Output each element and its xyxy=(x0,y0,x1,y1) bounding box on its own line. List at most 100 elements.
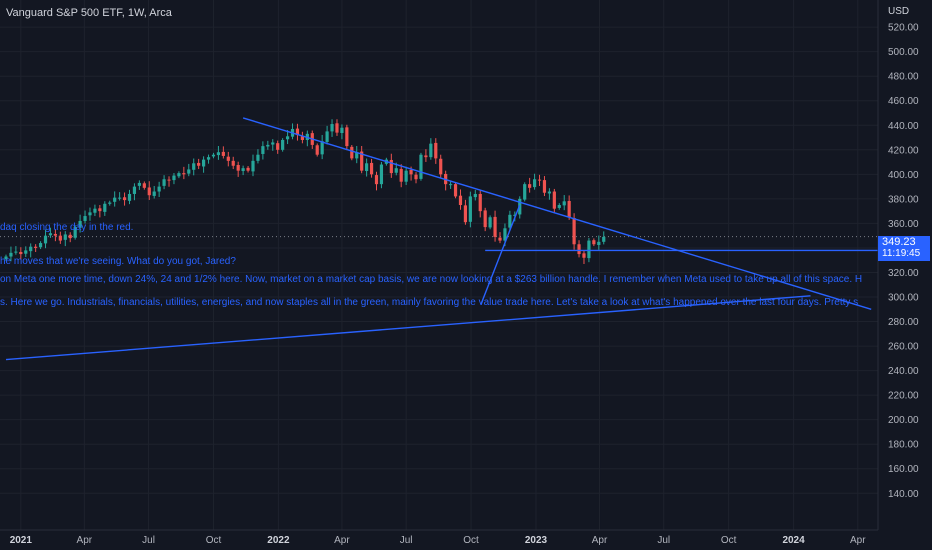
candle-body xyxy=(537,179,542,181)
trend-line-drawings[interactable] xyxy=(5,117,915,361)
price-tick-label: 320.00 xyxy=(888,268,919,279)
candle-body xyxy=(53,233,57,236)
candle-body xyxy=(19,251,23,255)
candle-body xyxy=(182,173,186,175)
candle-body xyxy=(29,246,33,252)
candle-body xyxy=(271,142,275,145)
candle-body xyxy=(4,256,8,259)
candle-body xyxy=(429,143,433,158)
candle-body xyxy=(513,214,517,216)
candle-body xyxy=(414,174,418,180)
candle-body xyxy=(281,139,285,150)
candle-body xyxy=(14,251,18,253)
candle-body xyxy=(108,202,112,204)
candle-body xyxy=(424,155,428,158)
candle-body xyxy=(137,182,141,186)
last-price-tag: 349.23 11:19:45 xyxy=(878,236,930,261)
candle-body xyxy=(483,210,487,228)
candle-body xyxy=(177,173,181,177)
time-tick-label: Jul xyxy=(142,535,155,546)
candle-body xyxy=(142,183,146,188)
price-tick-label: 380.00 xyxy=(888,194,919,205)
candle-body xyxy=(557,205,561,208)
time-tick-label: Jul xyxy=(400,535,413,546)
price-tick-label: 400.00 xyxy=(888,170,919,181)
candle-body xyxy=(43,235,48,244)
time-tick-label: 2023 xyxy=(525,535,548,546)
candle-body xyxy=(9,252,13,257)
candle-body xyxy=(567,200,571,218)
candle-body xyxy=(78,220,82,228)
candle-body xyxy=(197,162,201,166)
candle-body xyxy=(300,135,304,140)
candle-body xyxy=(63,234,67,240)
candle-body xyxy=(147,187,151,196)
candle-body xyxy=(458,195,463,206)
candle-body xyxy=(276,143,280,150)
price-tick-label: 460.00 xyxy=(888,96,919,107)
caption-line-2: he moves that we're seeing. What do you … xyxy=(0,256,236,267)
candle-body xyxy=(315,145,319,155)
candle-body xyxy=(162,179,166,186)
price-tick-label: 500.00 xyxy=(888,47,919,58)
candle-body xyxy=(602,236,606,242)
price-tick-label: 520.00 xyxy=(888,23,919,34)
candle-body xyxy=(355,152,359,159)
candle-body xyxy=(592,240,596,245)
price-tick-label: 280.00 xyxy=(888,317,919,328)
candle-body xyxy=(404,170,408,182)
candle-body xyxy=(434,142,438,159)
candle-body xyxy=(498,237,502,241)
candle-body xyxy=(103,203,107,212)
candle-body xyxy=(320,141,324,155)
candle-body xyxy=(409,169,413,175)
candle-body xyxy=(439,158,443,175)
candle-body xyxy=(167,179,171,181)
candle-body xyxy=(577,244,581,255)
candle-body xyxy=(98,208,102,212)
symbol-title[interactable]: Vanguard S&P 500 ETF, 1W, Arca xyxy=(6,7,172,19)
price-tick-label: 140.00 xyxy=(888,489,919,500)
candle-body xyxy=(251,160,255,172)
candle-body xyxy=(285,136,290,140)
candle-body xyxy=(473,193,477,198)
candle-body xyxy=(241,168,245,172)
candle-body xyxy=(226,156,230,161)
candle-body xyxy=(542,180,547,193)
candle-body xyxy=(365,163,369,172)
candle-body xyxy=(246,167,250,171)
price-tick-label: 180.00 xyxy=(888,440,919,451)
candle-body xyxy=(236,165,240,171)
candle-body xyxy=(330,124,334,132)
time-tick-label: Apr xyxy=(850,535,866,546)
candle-body xyxy=(127,193,132,201)
candle-body xyxy=(157,186,161,192)
candle-body xyxy=(261,146,265,154)
candle-body xyxy=(34,246,38,248)
time-axis[interactable]: 2021 Apr Jul Oct 2022 Apr Jul Oct 2023 Apr Jul Oct 2… xyxy=(10,535,867,546)
candle-body xyxy=(113,197,117,202)
candle-body xyxy=(572,218,576,245)
bar-countdown: 11:19:45 xyxy=(882,248,921,259)
time-tick-label: Oct xyxy=(721,535,737,546)
candle-body xyxy=(478,193,482,212)
candle-body xyxy=(582,253,586,258)
candle-body xyxy=(335,123,339,133)
candle-body xyxy=(192,163,196,170)
candle-body xyxy=(266,144,270,147)
candle-body xyxy=(345,127,349,147)
caption-line-1: daq closing the day in the red. xyxy=(0,222,134,233)
candle-body xyxy=(295,128,300,136)
candle-body xyxy=(58,235,62,241)
candle-body xyxy=(547,191,551,194)
candle-body xyxy=(528,184,532,188)
candle-body xyxy=(369,162,374,175)
candle-body xyxy=(206,157,211,160)
candle-body xyxy=(360,151,364,171)
candle-body xyxy=(221,151,225,156)
price-tick-label: 200.00 xyxy=(888,415,919,426)
candle-body xyxy=(24,250,28,254)
caption-line-3: on Meta one more time, down 24%, 24 and … xyxy=(0,274,863,285)
candle-body xyxy=(350,146,354,159)
